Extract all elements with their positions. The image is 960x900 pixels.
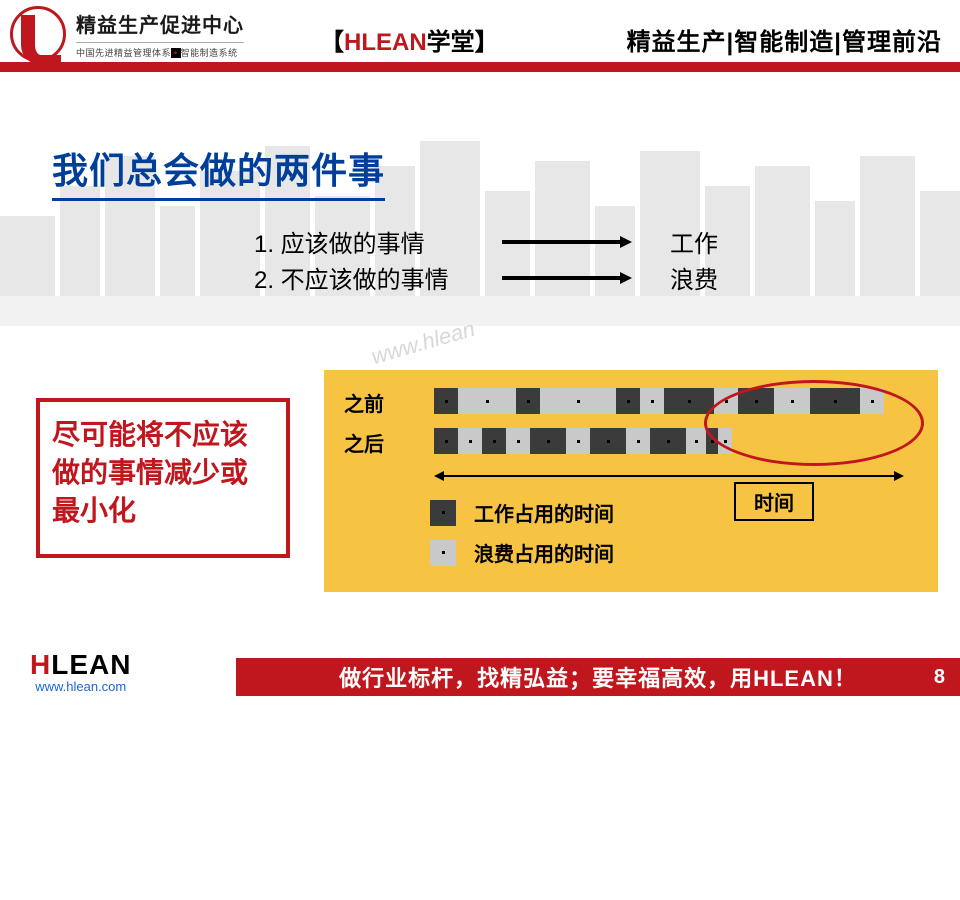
footer-bar: 做行业标杆，找精弘益；要幸福高效，用HLEAN！ 8 (236, 658, 960, 696)
highlight-ellipse (704, 380, 924, 466)
label-before: 之前 (344, 388, 384, 417)
hlean-badge: 【HLEAN学堂】 (320, 22, 499, 57)
footer-url: www.hlean.com (30, 679, 131, 694)
arrow-icon (502, 234, 632, 250)
time-axis-arrow (434, 468, 904, 484)
callout-text: 尽可能将不应该做的事情减少或最小化 (52, 416, 274, 529)
logo-title: 精益生产促进中心 (76, 9, 244, 38)
slide-title: 我们总会做的两件事 (52, 142, 385, 201)
legend-work: 工作占用的时间 (430, 498, 614, 527)
label-after: 之后 (344, 428, 384, 457)
callout-box: 尽可能将不应该做的事情减少或最小化 (36, 398, 290, 558)
list-item-1: 1. 应该做的事情 工作 (254, 224, 730, 259)
comparison-panel: 之前 之后 时间 工作占用的时间 浪费占用的时间 www.hlean www.h… (324, 370, 938, 592)
logo: 精益生产促进中心 中国先进精益管理体系 • 智能制造系统 (10, 6, 244, 62)
list-item-2: 2. 不应该做的事情 浪费 (254, 260, 730, 295)
header-accent-bar (0, 62, 960, 72)
time-label: 时间 (734, 482, 814, 521)
logo-subtitle: 中国先进精益管理体系 • 智能制造系统 (76, 42, 244, 59)
track-after (434, 428, 732, 454)
header-tagline: 精益生产|智能制造|管理前沿 (627, 22, 942, 57)
footer-slogan: 做行业标杆，找精弘益；要幸福高效，用HLEAN！ (339, 661, 857, 693)
page-number: 8 (934, 666, 946, 689)
legend-waste: 浪费占用的时间 (430, 538, 614, 567)
footer-brand: HLEAN www.hlean.com (30, 649, 131, 694)
arrow-icon (502, 270, 632, 286)
